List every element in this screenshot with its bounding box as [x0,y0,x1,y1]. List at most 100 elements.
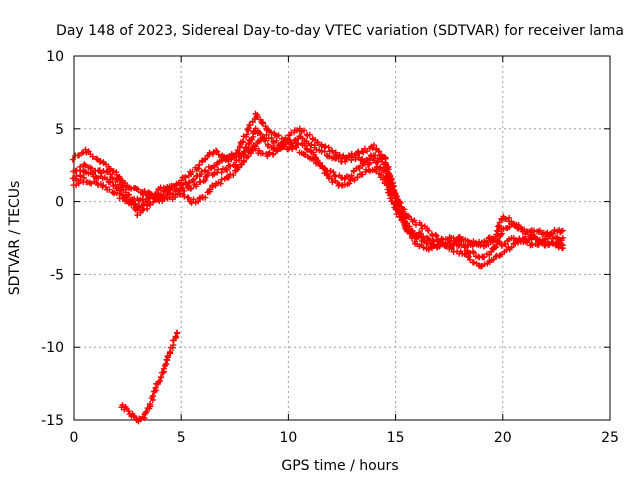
data-point [118,187,125,194]
data-point [559,235,566,241]
data-point [202,194,209,201]
data-point [285,136,292,143]
data-point [93,155,100,162]
data-point [359,155,366,162]
data-point [263,131,270,138]
data-point [348,172,355,179]
data-point [243,131,250,138]
data-point [455,242,462,249]
data-point [502,241,509,248]
data-point [481,254,488,261]
data-point [149,392,156,399]
series-track-1 [69,133,566,249]
data-point [75,180,82,187]
data-point [418,222,425,229]
data-point [289,142,296,149]
data-point [106,186,113,193]
data-point [304,146,311,153]
data-point [189,168,196,175]
data-point [160,365,167,372]
plot-frame [73,55,611,421]
data-point [213,147,220,154]
data-point [81,174,88,181]
data-point [142,409,149,416]
data-point [370,142,377,149]
data-point [470,259,477,266]
data-point [181,187,188,194]
data-point [134,212,141,219]
data-point [186,179,193,186]
series-track-4 [70,131,566,251]
data-point [139,195,146,202]
data-point [392,200,399,207]
data-point [293,140,300,147]
y-tick-label: -10 [41,340,64,356]
data-point [114,176,121,183]
data-point [232,161,239,168]
data-point [245,153,252,160]
y-tick-label: 10 [46,49,64,65]
data-point [325,144,332,151]
data-point [266,149,273,156]
data-point [359,171,366,178]
data-point [270,150,277,157]
data-point [136,203,143,210]
data-point [197,179,204,186]
data-point [436,242,443,249]
data-point [559,242,566,249]
data-point [429,237,436,244]
data-point [508,244,515,251]
data-point [385,183,392,190]
data-point [386,189,393,196]
data-point [195,198,202,205]
data-point [275,132,282,139]
data-point [433,232,440,239]
data-point [130,201,137,208]
data-point [173,329,180,336]
y-axis-label: SDTVAR / TECUs [7,181,23,296]
data-point [282,135,289,141]
data-point [176,190,183,197]
data-point [182,174,189,181]
data-point [313,155,320,162]
data-point [420,233,427,240]
data-point [196,161,203,168]
data-point [451,240,458,247]
data-point [259,120,266,127]
data-point [387,195,394,202]
data-point [425,227,432,234]
x-axis-label: GPS time / hours [281,458,398,474]
data-point [437,238,444,245]
data-point [512,240,519,247]
data-point [245,140,252,147]
data-point [217,180,224,187]
data-point [393,193,400,200]
data-point [465,253,472,260]
data-point [488,248,495,255]
data-point [173,334,180,341]
data-point [303,145,310,152]
data-point [205,169,212,176]
chart-title: Day 148 of 2023, Sidereal Day-to-day VTE… [56,23,624,39]
data-point [312,154,319,161]
data-point [103,168,110,175]
x-tick-label: 5 [177,430,186,446]
data-point [306,131,313,138]
data-point [308,141,315,148]
data-point [82,146,89,153]
data-point [264,143,271,150]
x-tick-label: 15 [387,430,405,446]
data-point [89,153,96,160]
data-point [411,231,418,238]
data-point [147,401,154,408]
data-point [300,127,307,134]
data-point [218,176,225,183]
data-point [432,231,439,238]
data-point [230,172,237,179]
data-point [69,156,76,163]
x-tick-label: 25 [601,430,619,446]
data-point [556,237,563,244]
data-point [126,191,133,198]
data-point [224,167,231,174]
